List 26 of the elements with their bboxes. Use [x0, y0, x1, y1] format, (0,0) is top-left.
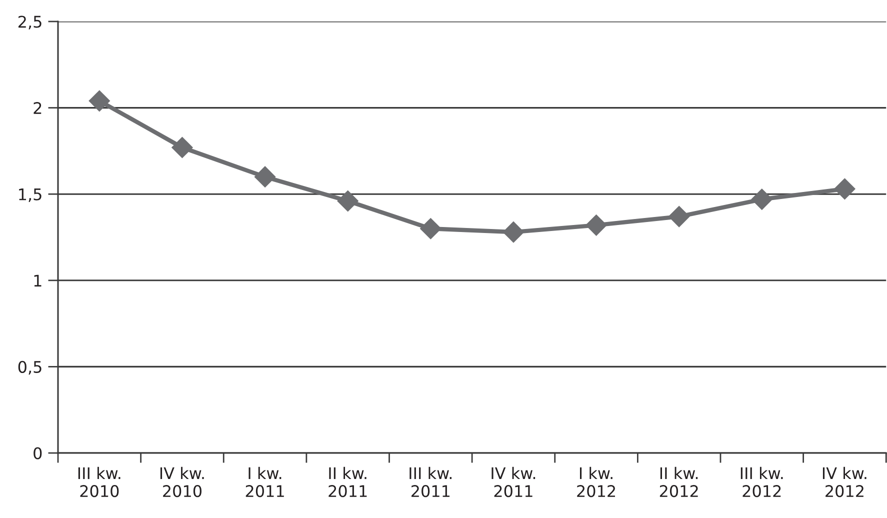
- y-tick-label: 1: [34, 274, 42, 286]
- x-tick-label: I kw. 2012: [577, 466, 615, 498]
- x-tick-label: III kw. 2010: [78, 466, 120, 498]
- x-tick-label: IV kw. 2010: [160, 466, 204, 498]
- x-tick-label: I kw. 2011: [246, 466, 284, 498]
- x-tick-label: IV kw. 2012: [822, 466, 866, 498]
- point: [502, 221, 524, 243]
- point: [171, 136, 194, 158]
- point: [834, 178, 856, 200]
- point: [751, 188, 773, 210]
- x-tick-label: III kw. 2012: [740, 466, 783, 498]
- x-tick-label: III kw. 2011: [410, 466, 452, 498]
- point: [585, 214, 608, 236]
- y-tick-label: 2: [34, 102, 42, 114]
- point: [420, 218, 442, 240]
- x-tick-label: II kw. 2012: [660, 466, 698, 498]
- y-tick-label: 0: [34, 447, 42, 460]
- y-tick-label: 0,5: [18, 360, 42, 375]
- point: [254, 166, 276, 188]
- y-tick-label: 1,5: [19, 188, 42, 202]
- point: [668, 206, 690, 228]
- point: [88, 90, 110, 112]
- point: [337, 190, 359, 212]
- y-tick-label: 2,5: [18, 16, 42, 30]
- x-tick-label: IV kw. 2011: [492, 466, 536, 498]
- x-tick-label: II kw. 2011: [328, 466, 367, 498]
